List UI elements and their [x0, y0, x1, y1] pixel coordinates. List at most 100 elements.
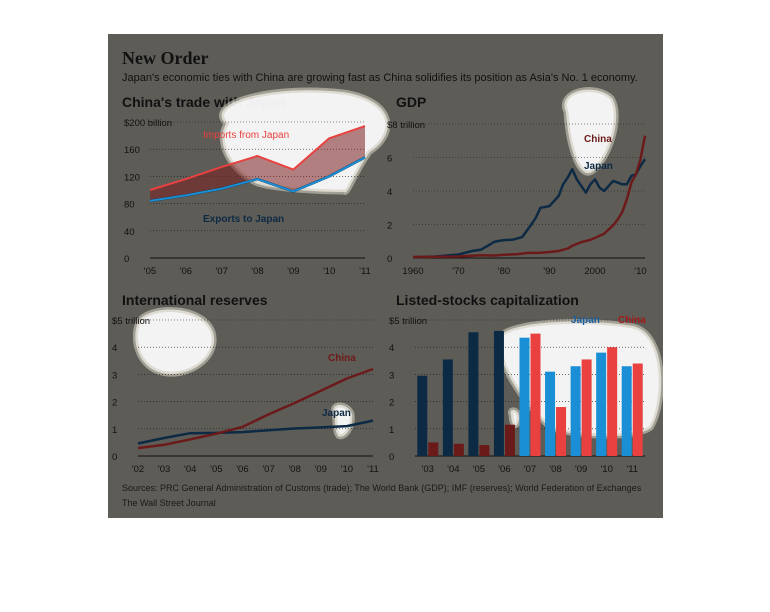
stocks-xtick-label: '04 [447, 464, 459, 475]
stocks-xtick-label: '07 [524, 464, 536, 475]
stocks-xtick-label: '05 [473, 464, 485, 475]
stocks-ytick-label: 2 [389, 398, 394, 409]
stocks-ytick-label: $5 trillion [389, 316, 427, 327]
trade-imports-label: Imports from Japan [203, 130, 289, 141]
reserves-xtick-label: '11 [367, 464, 379, 475]
trade-xtick-label: '05 [144, 266, 156, 277]
stocks-xtick-label: '10 [600, 464, 612, 475]
gdp-xtick-label: '90 [543, 266, 555, 277]
reserves-ytick-label: 4 [112, 343, 117, 354]
stocks-japan-bar [417, 375, 428, 456]
gdp-xtick-label: '80 [498, 266, 510, 277]
trade-xtick-label: '09 [287, 266, 299, 277]
gdp-china-label: China [584, 134, 612, 145]
gdp-ytick-label: $8 trillion [387, 120, 425, 131]
stocks-china-bar [428, 442, 439, 456]
stocks-japan-bar [596, 352, 607, 456]
reserves-xtick-label: '10 [341, 464, 353, 475]
gdp-xtick-label: '70 [452, 266, 464, 277]
reserves-xtick-label: '02 [132, 464, 144, 475]
credit-note: The Wall Street Journal [122, 498, 216, 508]
highlight-blob-stocks-small [508, 407, 522, 429]
stocks-japan-bar [545, 371, 556, 456]
stocks-china-legend: China [618, 315, 646, 326]
stocks-china-bar [632, 363, 643, 456]
reserves-xtick-label: '04 [184, 464, 196, 475]
reserves-xtick-label: '05 [210, 464, 222, 475]
trade-xtick-label: '07 [215, 266, 227, 277]
highlight-blob-reserves [132, 307, 217, 377]
reserves-japan-label: Japan [322, 408, 351, 419]
reserves-xtick-label: '03 [158, 464, 170, 475]
stocks-xtick-label: '08 [549, 464, 561, 475]
stocks-china-bar [530, 333, 541, 456]
gdp-chart-title: GDP [396, 94, 427, 110]
stocks-china-bar [479, 445, 490, 456]
stocks-ytick-label: 3 [389, 370, 394, 381]
gdp-ytick-label: 6 [387, 154, 392, 165]
trade-xtick-label: '06 [180, 266, 192, 277]
stocks-japan-bar [570, 366, 581, 456]
stocks-china-bar [607, 347, 618, 456]
trade-ytick-label: $200 billion [124, 118, 172, 129]
reserves-xtick-label: '08 [288, 464, 300, 475]
trade-ytick-label: 160 [124, 145, 140, 156]
stocks-china-bar [556, 407, 567, 456]
stocks-ytick-label: 1 [389, 425, 394, 436]
stocks-xtick-label: '03 [422, 464, 434, 475]
reserves-ytick-label: 0 [112, 452, 117, 463]
source-note: Sources: PRC General Administration of C… [122, 483, 642, 493]
stocks-ytick-label: 0 [389, 452, 394, 463]
stocks-ytick-label: 4 [389, 343, 394, 354]
trade-ytick-label: 80 [124, 200, 135, 211]
infographic-panel: New Order Japan's economic ties with Chi… [108, 34, 663, 518]
stocks-japan-legend: Japan [571, 315, 600, 326]
trade-exports-line [149, 156, 366, 202]
reserves-japan-line [137, 419, 374, 445]
reserves-xtick-label: '09 [315, 464, 327, 475]
gdp-japan-line [412, 158, 647, 259]
trade-imports-line [149, 125, 366, 191]
stocks-xtick-label: '11 [626, 464, 638, 475]
trade-xtick-label: '11 [359, 266, 371, 277]
gdp-xtick-label: 1960 [402, 266, 423, 277]
page-title: New Order [122, 48, 209, 68]
gdp-japan-label: Japan [584, 161, 613, 172]
reserves-ytick-label: $5 trillion [112, 316, 150, 327]
stocks-japan-bar [493, 330, 504, 456]
reserves-ytick-label: 1 [112, 425, 117, 436]
gdp-ytick-label: 4 [387, 187, 392, 198]
gdp-xtick-label: '10 [634, 266, 646, 277]
trade-ytick-label: 40 [124, 227, 135, 238]
reserves-china-line [137, 367, 374, 450]
stocks-japan-bar [519, 337, 530, 456]
gdp-china-line [412, 135, 647, 259]
reserves-china-label: China [328, 353, 356, 364]
reserves-chart-title: International reserves [122, 292, 268, 308]
stocks-xtick-label: '09 [575, 464, 587, 475]
highlight-blob-gdp [561, 87, 619, 176]
trade-ytick-label: 0 [124, 254, 129, 265]
trade-exports-label: Exports to Japan [203, 214, 284, 225]
stocks-china-bar [581, 359, 592, 456]
reserves-ytick-label: 2 [112, 398, 117, 409]
stocks-japan-bar [468, 332, 479, 456]
reserves-xtick-label: '07 [262, 464, 274, 475]
trade-xtick-label: '10 [323, 266, 335, 277]
page-subtitle: Japan's economic ties with China are gro… [122, 72, 638, 84]
trade-ytick-label: 120 [124, 172, 140, 183]
gdp-ytick-label: 0 [387, 254, 392, 265]
stocks-japan-bar [621, 366, 632, 456]
gdp-ytick-label: 2 [387, 221, 392, 232]
trade-xtick-label: '08 [251, 266, 263, 277]
trade-gap-area [150, 126, 365, 201]
stocks-china-bar [453, 443, 464, 456]
gdp-xtick-label: 2000 [584, 266, 605, 277]
reserves-xtick-label: '06 [236, 464, 248, 475]
reserves-ytick-label: 3 [112, 370, 117, 381]
stocks-japan-bar [442, 359, 453, 456]
stocks-china-bar [504, 424, 515, 456]
stocks-chart-title: Listed-stocks capitalization [396, 292, 579, 308]
stocks-xtick-label: '06 [498, 464, 510, 475]
